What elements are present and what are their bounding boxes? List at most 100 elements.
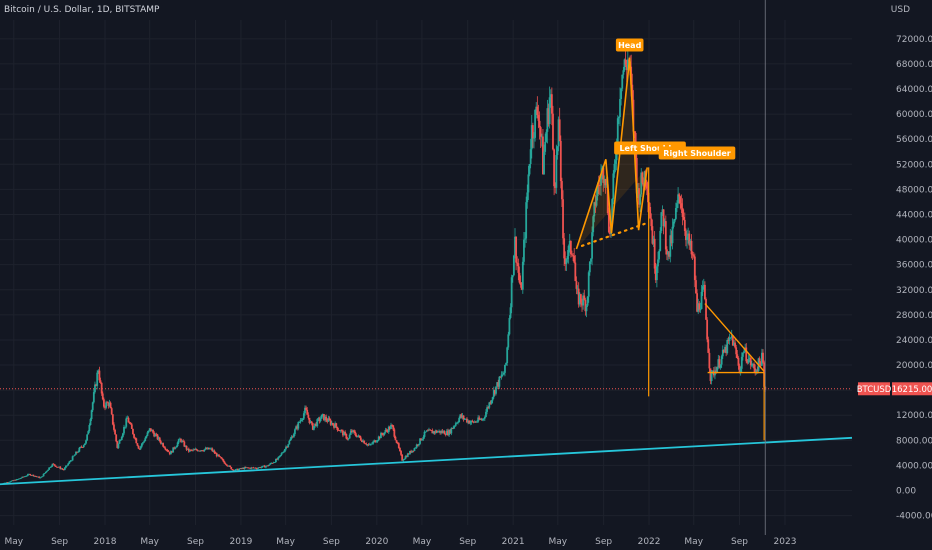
candle-body	[31, 474, 34, 476]
x-tick-label: Sep	[51, 537, 68, 547]
candle-body	[146, 432, 149, 436]
candle-body	[682, 217, 685, 220]
candle-body	[253, 467, 256, 469]
candle-body	[25, 475, 28, 477]
candle-body	[403, 458, 406, 460]
x-tick-label: 2021	[502, 537, 525, 547]
candle-body	[533, 137, 535, 139]
candle-body	[305, 407, 307, 410]
candle-body	[196, 450, 199, 452]
candle-body	[743, 351, 745, 354]
candle-body	[364, 443, 367, 445]
y-tick-label: 64000.00	[896, 85, 932, 95]
current-price-tag: BTCUSD 16215.00	[857, 382, 932, 396]
candle-body	[718, 359, 721, 368]
candle-body	[554, 186, 557, 188]
candle-body	[460, 414, 463, 418]
candle-body	[480, 419, 483, 421]
candle-body	[592, 216, 595, 233]
candle-body	[189, 449, 191, 452]
candle-body	[369, 443, 372, 445]
candle-body	[157, 437, 160, 440]
candle-body	[669, 235, 672, 257]
currency-label: USD	[890, 5, 910, 15]
candle-body	[28, 473, 30, 475]
candle-body	[432, 431, 435, 434]
candle-body	[170, 451, 172, 455]
candle-body	[345, 433, 348, 439]
candle-body	[545, 131, 548, 142]
candle-body	[134, 437, 137, 439]
candle-body	[557, 119, 560, 147]
candle-body	[243, 467, 246, 470]
candle-body	[692, 255, 695, 257]
candle-body	[142, 442, 144, 444]
candle-body	[520, 284, 523, 290]
candle-body	[716, 367, 719, 373]
candle-body	[340, 430, 343, 431]
candle-body	[327, 418, 330, 422]
candle-body	[337, 429, 340, 431]
candle-body	[106, 402, 109, 404]
candle-body	[342, 430, 344, 436]
candle-body	[52, 463, 55, 465]
candle-body	[184, 445, 187, 447]
candle-body	[149, 428, 152, 432]
candle-body	[133, 434, 135, 438]
candle-body	[78, 447, 81, 452]
candle-body	[104, 406, 106, 408]
candle-body	[111, 414, 114, 425]
candle-body	[738, 365, 741, 373]
candle-body	[35, 476, 38, 478]
candle-body	[267, 465, 270, 467]
y-tick-label: 72000.00	[896, 35, 932, 45]
candle-body	[473, 421, 476, 423]
candle-body	[229, 465, 232, 467]
candle-body	[755, 370, 758, 373]
candle-body	[731, 335, 734, 346]
y-tick-label: 40000.00	[896, 236, 932, 246]
candle-body	[197, 450, 200, 452]
x-tick-label: Sep	[731, 537, 748, 547]
candle-body	[476, 421, 478, 423]
candle-body	[128, 422, 131, 424]
candle-body	[210, 448, 213, 450]
candle-body	[152, 430, 154, 433]
candle-body	[401, 454, 404, 461]
candle-body	[518, 272, 521, 283]
candle-body	[539, 127, 542, 137]
candle-body	[375, 441, 378, 443]
candle-body	[564, 258, 567, 264]
candle-body	[600, 174, 602, 186]
candle-body	[49, 467, 52, 469]
candle-body	[260, 467, 263, 468]
candle-body	[230, 466, 233, 470]
candle-body	[323, 414, 325, 421]
candle-body	[701, 286, 704, 292]
candle-body	[110, 408, 113, 415]
candle-body	[659, 230, 662, 251]
candle-body	[226, 465, 229, 467]
candle-body	[85, 440, 87, 444]
candle-body	[452, 426, 455, 429]
candle-body	[497, 382, 500, 387]
candle-body	[354, 432, 357, 435]
candle-body	[200, 450, 202, 452]
candle-body	[353, 430, 356, 433]
left-shoulder-label-text: Left Shoulder	[619, 144, 680, 153]
candle-body	[499, 376, 502, 378]
candle-body	[91, 402, 94, 411]
candle-body	[151, 430, 153, 432]
candle-body	[521, 261, 524, 290]
candle-body	[495, 386, 497, 394]
candle-body	[76, 451, 78, 453]
candle-body	[44, 471, 47, 474]
candle-body	[538, 120, 541, 128]
candle-body	[512, 255, 515, 276]
candle-body	[264, 466, 267, 468]
candle-body	[48, 467, 51, 470]
candle-body	[590, 258, 592, 262]
candle-body	[34, 476, 37, 477]
candle-body	[349, 430, 352, 435]
